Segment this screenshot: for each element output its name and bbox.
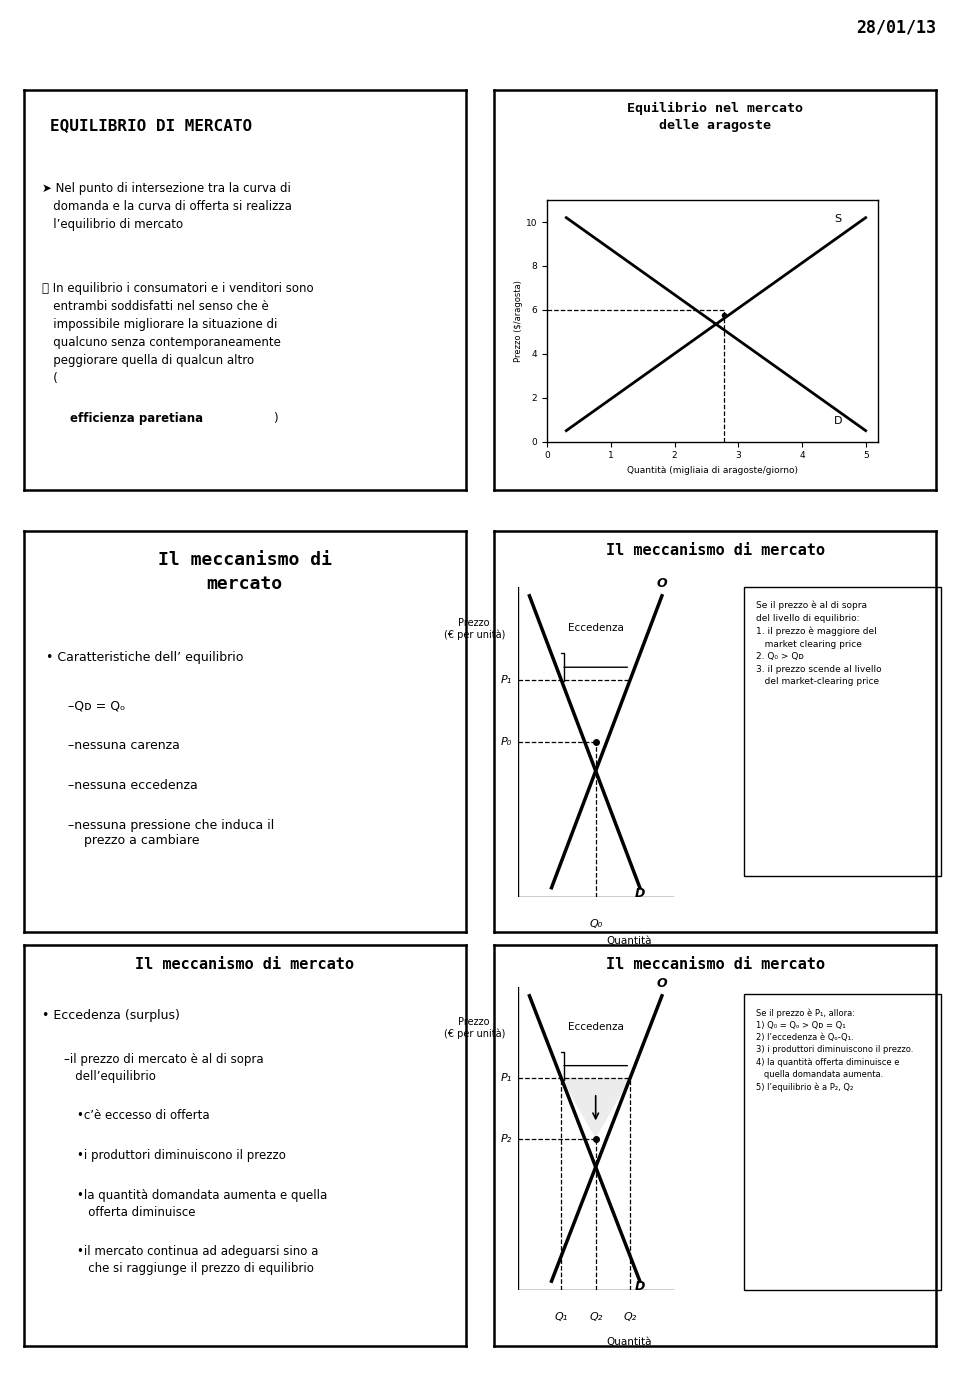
Text: O: O xyxy=(657,577,667,589)
Text: 28/01/13: 28/01/13 xyxy=(856,18,936,37)
Text: –Qᴅ = Qₒ: –Qᴅ = Qₒ xyxy=(68,700,126,712)
Text: •la quantità domandata aumenta e quella
   offerta diminuisce: •la quantità domandata aumenta e quella … xyxy=(77,1190,327,1220)
X-axis label: Quantità (migliaia di aragoste/giorno): Quantità (migliaia di aragoste/giorno) xyxy=(627,466,799,475)
Text: •il mercato continua ad adeguarsi sino a
   che si raggiunge il prezzo di equili: •il mercato continua ad adeguarsi sino a… xyxy=(77,1245,319,1275)
Text: –nessuna carenza: –nessuna carenza xyxy=(68,740,180,752)
Text: ⮞ In equilibrio i consumatori e i venditori sono
   entrambi soddisfatti nel sen: ⮞ In equilibrio i consumatori e i vendit… xyxy=(41,282,313,385)
Text: Q₂: Q₂ xyxy=(589,1311,602,1322)
Text: –nessuna pressione che induca il
    prezzo a cambiare: –nessuna pressione che induca il prezzo … xyxy=(68,820,275,847)
Text: P₀: P₀ xyxy=(500,737,512,747)
Text: Eccedenza: Eccedenza xyxy=(567,624,624,633)
Text: Prezzo
(€ per unità): Prezzo (€ per unità) xyxy=(444,1017,505,1039)
Text: S: S xyxy=(834,214,841,224)
Polygon shape xyxy=(562,1078,630,1138)
Text: ): ) xyxy=(274,411,278,425)
Text: ➤ Nel punto di intersezione tra la curva di
   domanda e la curva di offerta si : ➤ Nel punto di intersezione tra la curva… xyxy=(41,182,292,230)
Text: –il prezzo di mercato è al di sopra
   dell’equilibrio: –il prezzo di mercato è al di sopra dell… xyxy=(63,1053,263,1083)
Text: O: O xyxy=(657,977,667,989)
Text: Eccedenza: Eccedenza xyxy=(567,1023,624,1032)
Text: P₁: P₁ xyxy=(500,1072,512,1083)
Text: D: D xyxy=(635,1281,645,1293)
Text: Q₀: Q₀ xyxy=(589,919,602,929)
Text: • Caratteristiche dell’ equilibrio: • Caratteristiche dell’ equilibrio xyxy=(46,651,244,664)
Text: Il meccanismo di
mercato: Il meccanismo di mercato xyxy=(157,552,332,593)
Text: Equilibrio nel mercato
delle aragoste: Equilibrio nel mercato delle aragoste xyxy=(627,102,804,131)
Text: –nessuna eccedenza: –nessuna eccedenza xyxy=(68,780,198,792)
Text: Se il prezzo è P₁, allora:
1) Q₀ = Qₒ > Qᴅ = Q₁
2) l’eccedenza è Qₒ-Q₁.
3) i pro: Se il prezzo è P₁, allora: 1) Q₀ = Qₒ > … xyxy=(756,1009,913,1092)
Text: efficienza paretiana: efficienza paretiana xyxy=(70,411,204,425)
Text: Il meccanismo di mercato: Il meccanismo di mercato xyxy=(606,958,825,973)
Text: Q₁: Q₁ xyxy=(555,1311,567,1322)
Text: Q₂: Q₂ xyxy=(624,1311,636,1322)
Text: Il meccanismo di mercato: Il meccanismo di mercato xyxy=(135,958,354,973)
Text: Il meccanismo di mercato: Il meccanismo di mercato xyxy=(606,544,825,559)
Text: Prezzo
(€ per unità): Prezzo (€ per unità) xyxy=(444,618,505,640)
Text: P₁: P₁ xyxy=(500,675,512,684)
Text: •i produttori diminuiscono il prezzo: •i produttori diminuiscono il prezzo xyxy=(77,1150,286,1162)
Y-axis label: Prezzo ($/aragosta): Prezzo ($/aragosta) xyxy=(515,280,523,362)
Text: D: D xyxy=(635,887,645,900)
Text: Quantità: Quantità xyxy=(606,1337,652,1347)
Text: • Eccedenza (surplus): • Eccedenza (surplus) xyxy=(41,1009,180,1023)
Text: •c’è eccesso di offerta: •c’è eccesso di offerta xyxy=(77,1110,209,1122)
Text: Quantità: Quantità xyxy=(606,936,652,945)
Text: P₂: P₂ xyxy=(500,1133,512,1144)
Text: D: D xyxy=(834,415,842,426)
Text: EQUILIBRIO DI MERCATO: EQUILIBRIO DI MERCATO xyxy=(51,117,252,132)
Text: Se il prezzo è al di sopra
del livello di equilibrio:
1. il prezzo è maggiore de: Se il prezzo è al di sopra del livello d… xyxy=(756,602,881,686)
